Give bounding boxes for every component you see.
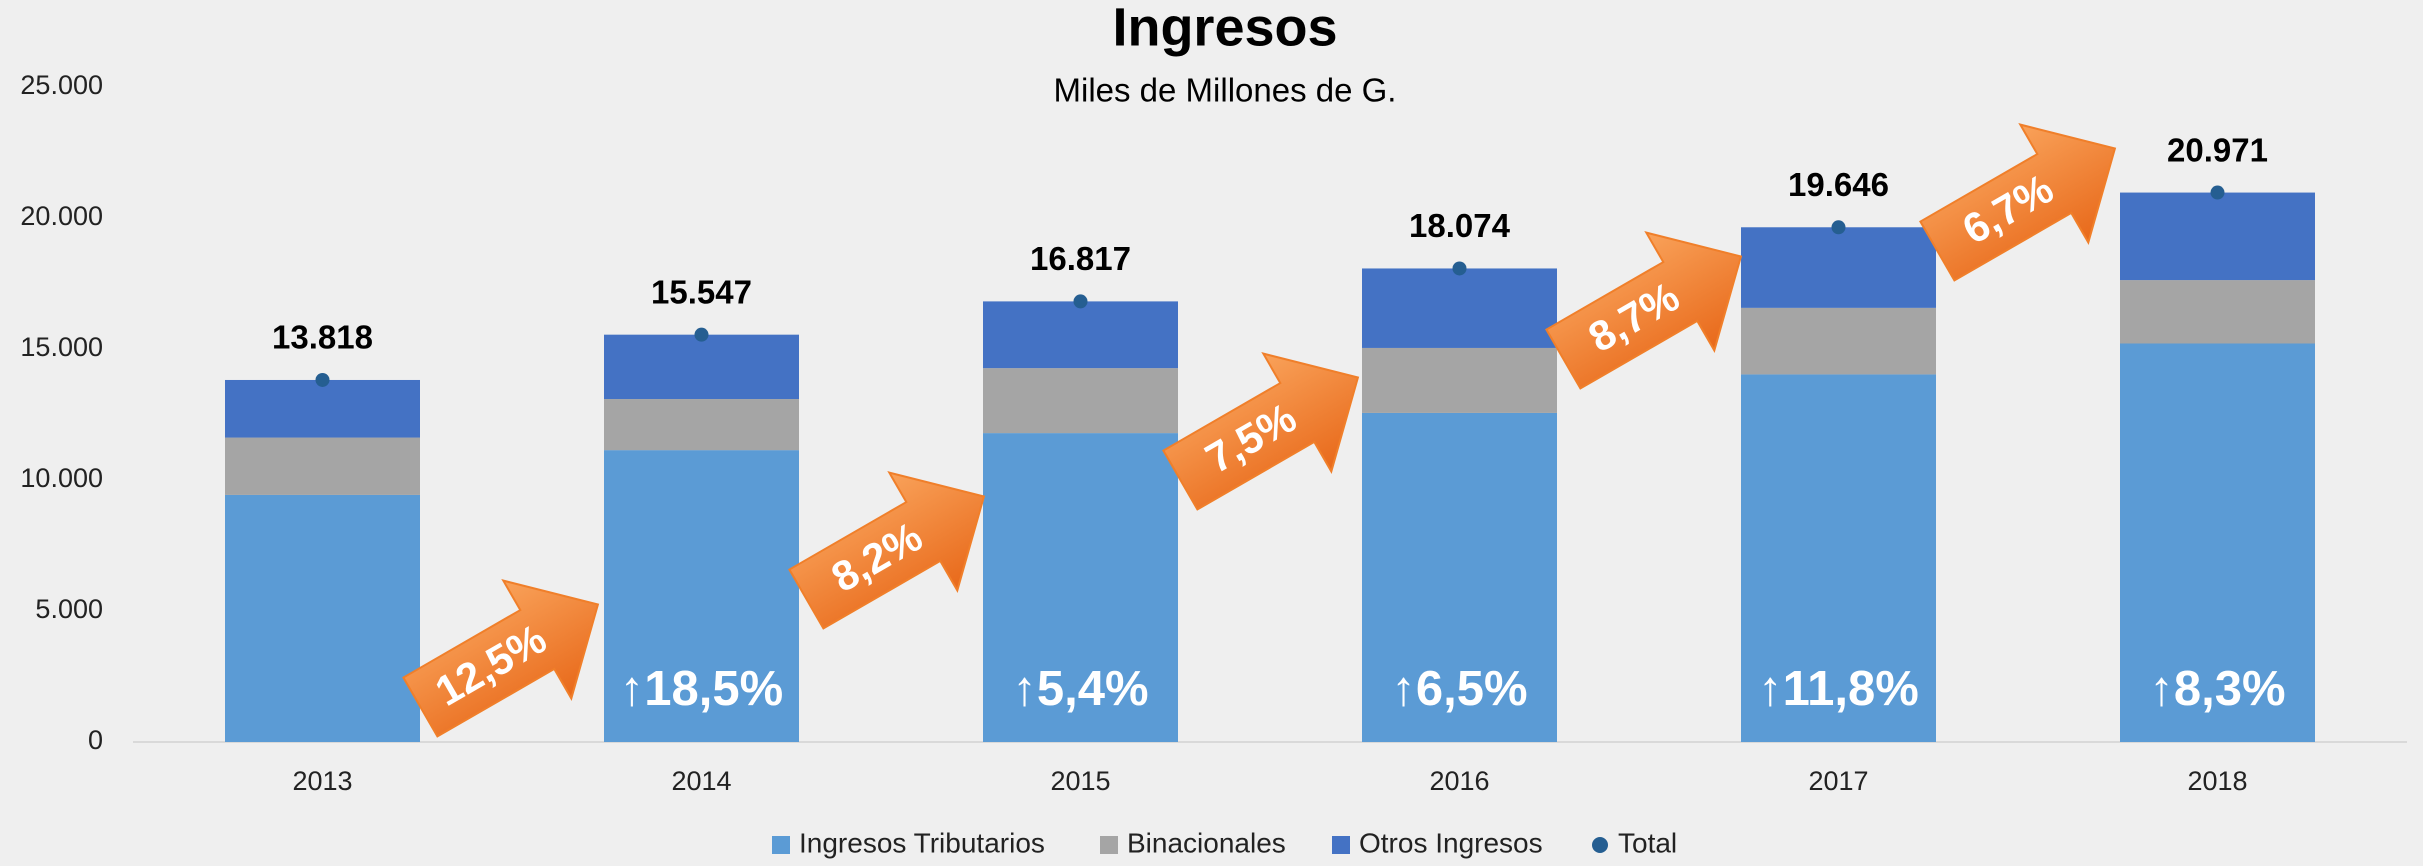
bar-segment — [2120, 343, 2315, 742]
x-tick-label: 2015 — [1050, 766, 1110, 796]
growth-label: ↑11,8% — [1758, 662, 1919, 716]
y-tick-label: 20.000 — [20, 201, 103, 231]
growth-label: ↑8,3% — [2149, 662, 2285, 716]
total-label: 13.818 — [272, 319, 373, 356]
bar-segment — [225, 494, 420, 742]
bar-segment — [983, 433, 1178, 742]
y-tick-label: 0 — [88, 725, 103, 755]
total-label: 15.547 — [651, 273, 752, 310]
y-tick-label: 25.000 — [20, 70, 103, 100]
x-tick-label: 2017 — [1808, 766, 1868, 796]
x-tick-label: 2016 — [1429, 766, 1489, 796]
bar-segment — [2120, 192, 2315, 281]
bar-segment — [1362, 347, 1557, 413]
legend-swatch — [1100, 836, 1118, 854]
bar-segment — [983, 368, 1178, 434]
legend-swatch — [772, 836, 790, 854]
growth-label: ↑5,4% — [1012, 662, 1148, 716]
legend-label: Binacionales — [1127, 827, 1286, 858]
total-label: 20.971 — [2167, 131, 2268, 168]
legend-label: Total — [1618, 827, 1677, 858]
total-marker — [1831, 220, 1846, 235]
bar-segment — [604, 334, 799, 400]
arrow-shape — [1162, 352, 1360, 511]
legend-label: Otros Ingresos — [1359, 827, 1543, 858]
total-marker — [315, 372, 330, 387]
bar-segment — [2120, 280, 2315, 344]
y-tick-label: 10.000 — [20, 463, 103, 493]
total-marker — [1452, 261, 1467, 276]
bar-segment — [604, 399, 799, 451]
x-tick-label: 2013 — [292, 766, 352, 796]
legend-swatch — [1332, 836, 1350, 854]
bar-segment — [1741, 307, 1936, 375]
x-tick-label: 2014 — [671, 766, 731, 796]
total-marker — [2210, 185, 2225, 200]
bar-segment — [225, 437, 420, 495]
bar-segment — [225, 379, 420, 438]
bar-segment — [604, 450, 799, 742]
arrow-shape — [788, 471, 986, 630]
bar-segment — [983, 301, 1178, 369]
growth-arrow: 7,5% — [1162, 352, 1360, 511]
growth-label: ↑18,5% — [620, 662, 783, 716]
total-label: 18.074 — [1409, 207, 1511, 244]
total-label: 19.646 — [1788, 166, 1889, 203]
bar-segment — [1362, 412, 1557, 742]
chart-subtitle: Miles de Millones de G. — [1054, 72, 1397, 109]
arrow-shape — [1919, 123, 2117, 282]
total-marker — [694, 327, 709, 342]
arrow-shape — [402, 579, 600, 738]
y-tick-label: 5.000 — [35, 594, 103, 624]
total-marker — [1073, 294, 1088, 309]
growth-label: ↑6,5% — [1391, 662, 1527, 716]
legend-marker — [1592, 837, 1608, 853]
bar-segment — [1741, 374, 1936, 742]
total-label: 16.817 — [1030, 240, 1131, 277]
legend-label: Ingresos Tributarios — [799, 827, 1045, 858]
arrow-shape — [1545, 231, 1743, 390]
x-tick-label: 2018 — [2187, 766, 2247, 796]
bar-segment — [1362, 268, 1557, 348]
y-tick-label: 15.000 — [20, 332, 103, 362]
chart-title: Ingresos — [1112, 0, 1337, 57]
bar-segment — [1741, 227, 1936, 308]
